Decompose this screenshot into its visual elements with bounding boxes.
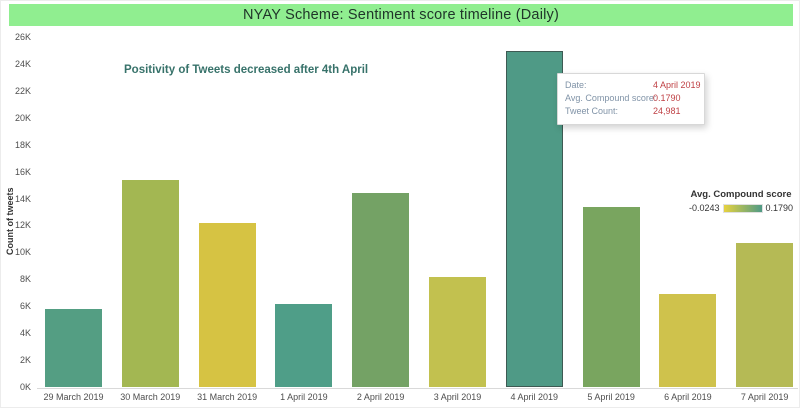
tooltip-row-count: Tweet Count: 24,981 xyxy=(565,105,697,118)
x-tick-3-april-2019: 3 April 2019 xyxy=(433,392,482,402)
legend-scale: -0.0243 0.1790 xyxy=(679,203,799,213)
x-tick-30-march-2019: 30 March 2019 xyxy=(120,392,181,402)
y-tick-4K: 4K xyxy=(19,328,31,339)
x-tick-6-april-2019: 6 April 2019 xyxy=(664,392,712,402)
y-tick-8K: 8K xyxy=(19,274,31,285)
x-tick-1-april-2019: 1 April 2019 xyxy=(280,392,328,402)
bar-29-march-2019[interactable] xyxy=(45,308,102,387)
tooltip-score-value: 0.1790 xyxy=(653,93,681,103)
x-tick-5-april-2019: 5 April 2019 xyxy=(587,392,635,402)
tooltip-score-label: Avg. Compound score: xyxy=(565,93,657,103)
y-tick-12K: 12K xyxy=(14,220,31,231)
bar-30-march-2019[interactable] xyxy=(121,179,179,387)
y-tick-24K: 24K xyxy=(14,58,31,69)
x-tick-2-april-2019: 2 April 2019 xyxy=(356,392,405,402)
bar-1-april-2019[interactable] xyxy=(275,303,333,387)
color-legend: Avg. Compound score -0.0243 0.1790 xyxy=(679,189,799,213)
tooltip-row-score: Avg. Compound score: 0.1790 xyxy=(565,92,697,105)
y-tick-18K: 18K xyxy=(14,139,31,150)
bar-31-march-2019[interactable] xyxy=(198,222,256,387)
tooltip: Date: 4 April 2019 Avg. Compound score: … xyxy=(557,73,705,125)
x-tick-31-march-2019: 31 March 2019 xyxy=(197,392,258,402)
bar-7-april-2019[interactable] xyxy=(736,242,794,387)
x-tick-29-march-2019: 29 March 2019 xyxy=(43,392,104,402)
y-tick-20K: 20K xyxy=(14,112,31,123)
y-tick-16K: 16K xyxy=(14,166,31,177)
legend-gradient-bar[interactable] xyxy=(722,203,763,213)
bar-2-april-2019[interactable] xyxy=(352,193,410,387)
y-tick-22K: 22K xyxy=(14,85,31,96)
y-tick-2K: 2K xyxy=(19,355,31,366)
bar-5-april-2019[interactable] xyxy=(582,206,640,387)
bar-6-april-2019[interactable] xyxy=(659,294,717,387)
legend-title: Avg. Compound score xyxy=(690,189,792,200)
x-tick-7-april-2019: 7 April 2019 xyxy=(740,392,789,402)
legend-max-label: 0.1790 xyxy=(765,203,794,213)
legend-min-label: -0.0243 xyxy=(688,203,720,213)
tooltip-date-value: 4 April 2019 xyxy=(653,80,701,90)
page-title: NYAY Scheme: Sentiment score timeline (D… xyxy=(9,4,793,26)
x-axis-line xyxy=(37,388,798,389)
tooltip-count-label: Tweet Count: xyxy=(565,106,619,116)
bar-3-april-2019[interactable] xyxy=(429,276,486,387)
y-tick-26K: 26K xyxy=(14,32,31,42)
y-tick-6K: 6K xyxy=(19,301,31,312)
y-tick-10K: 10K xyxy=(14,247,31,258)
annotation-text: Positivity of Tweets decreased after 4th… xyxy=(124,64,369,76)
bar-4-april-2019[interactable] xyxy=(505,50,563,387)
tooltip-date-label: Date: xyxy=(565,80,587,90)
tooltip-count-value: 24,981 xyxy=(653,106,681,116)
y-tick-14K: 14K xyxy=(14,193,31,204)
x-tick-4-april-2019: 4 April 2019 xyxy=(510,392,559,402)
y-tick-0K: 0K xyxy=(19,382,31,392)
tooltip-row-date: Date: 4 April 2019 xyxy=(565,79,701,92)
